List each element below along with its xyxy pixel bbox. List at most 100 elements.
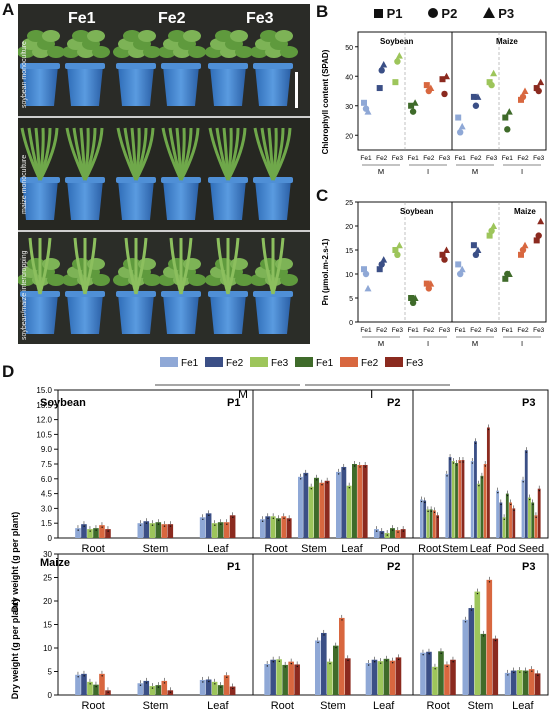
- pot-rim: [65, 63, 105, 69]
- bar: [229, 686, 236, 695]
- group-label: M: [472, 167, 478, 176]
- data-dot: [535, 516, 537, 519]
- data-dot: [83, 675, 85, 677]
- period-label: P2: [387, 397, 400, 409]
- legend-swatch: [340, 357, 358, 367]
- bar: [87, 681, 93, 695]
- triangle-point: [395, 52, 403, 59]
- data-dot: [503, 518, 505, 520]
- data-dot: [89, 683, 91, 685]
- x-tick-label: Fe3: [486, 327, 498, 334]
- legend-swatch: [295, 357, 313, 367]
- bar: [161, 680, 168, 695]
- bar: [217, 522, 224, 538]
- bar: [504, 672, 511, 695]
- organ-label: Stem: [301, 543, 327, 555]
- soy-leaf: [235, 274, 253, 286]
- x-tick-label: Fe1: [360, 327, 372, 334]
- bar: [374, 529, 379, 538]
- x-tick-label: Fe2: [517, 327, 529, 334]
- b-y-axis-label: Chlorophyll content (SPAD): [321, 49, 330, 154]
- soy-leaf: [87, 30, 105, 42]
- data-dot: [497, 491, 499, 494]
- data-dot: [347, 659, 349, 662]
- pot: [255, 180, 291, 220]
- bar: [199, 679, 206, 695]
- organ-label: Stem: [143, 700, 169, 711]
- bar: [99, 525, 105, 538]
- organ-label: Leaf: [470, 543, 492, 555]
- data-dot: [296, 665, 299, 668]
- bar: [105, 529, 111, 538]
- data-dot: [538, 489, 541, 492]
- x-tick-label: Fe2: [423, 155, 435, 162]
- bar: [87, 529, 93, 538]
- bar: [444, 664, 450, 695]
- x-tick-label: Fe1: [360, 155, 372, 162]
- pot: [118, 66, 154, 106]
- data-dot: [283, 517, 285, 519]
- bar: [211, 681, 218, 695]
- square-point: [533, 237, 540, 244]
- data-dot: [277, 519, 280, 521]
- c-y-axis-label: Pn (µmol.m-2.s-1): [321, 238, 330, 305]
- data-dot: [326, 482, 329, 484]
- data-dot: [402, 530, 405, 532]
- triangle-point: [537, 78, 545, 86]
- pot: [255, 294, 291, 334]
- soy-leaf: [72, 30, 90, 42]
- square-marker-icon: [374, 9, 383, 18]
- group-label: M: [472, 339, 478, 348]
- data-dot: [139, 524, 142, 526]
- legend-label: Fe2: [361, 358, 379, 369]
- data-dot: [220, 686, 222, 688]
- photo-row-3: soybean/maize intercropping: [21, 250, 28, 341]
- c-soybean-title: Soybean: [400, 207, 433, 216]
- organ-label: Stem: [468, 700, 494, 711]
- bar: [496, 490, 500, 538]
- period-label: P3: [522, 561, 535, 573]
- data-dot: [107, 530, 109, 532]
- data-dot: [261, 520, 264, 522]
- d-soybean-title: Soybean: [40, 397, 86, 409]
- y-tick-label: 30: [43, 550, 52, 559]
- data-dot: [315, 479, 318, 481]
- data-dot: [364, 466, 367, 468]
- x-tick-label: Fe3: [439, 155, 451, 162]
- bar: [483, 464, 487, 538]
- d-y-axis-label-bottom: Dry weight (g per plant): [10, 599, 20, 700]
- data-dot: [139, 684, 142, 686]
- bar: [217, 685, 224, 695]
- b-soybean-title: Soybean: [380, 37, 413, 46]
- bar: [420, 499, 423, 538]
- data-dot: [420, 500, 423, 503]
- bar: [389, 660, 396, 695]
- data-dot: [337, 473, 340, 475]
- photo-row-1: soybean monoculture: [21, 41, 28, 108]
- organ-label: Pod: [380, 543, 400, 555]
- bar: [143, 680, 150, 695]
- data-dot: [95, 685, 97, 688]
- legend-label: Fe1: [316, 358, 334, 369]
- bar: [486, 579, 493, 695]
- bar: [149, 686, 156, 695]
- data-dot: [482, 635, 485, 637]
- data-dot: [462, 461, 464, 463]
- bar: [528, 497, 531, 538]
- bar: [445, 473, 449, 538]
- legend-p1: P1: [386, 6, 403, 21]
- square-point: [518, 251, 524, 258]
- data-dot: [359, 466, 361, 468]
- maize-leaf: [134, 237, 148, 295]
- pot-rim: [20, 63, 60, 69]
- circle-point: [488, 81, 495, 89]
- data-dot: [528, 498, 531, 501]
- data-dot: [157, 686, 160, 688]
- bar: [438, 651, 444, 695]
- circle-point: [394, 58, 401, 65]
- bar: [270, 659, 276, 695]
- circle-point: [457, 129, 464, 136]
- y-tick-label: 15: [43, 621, 52, 630]
- x-tick-label: Fe2: [470, 155, 482, 162]
- y-tick-label: 0: [48, 534, 53, 543]
